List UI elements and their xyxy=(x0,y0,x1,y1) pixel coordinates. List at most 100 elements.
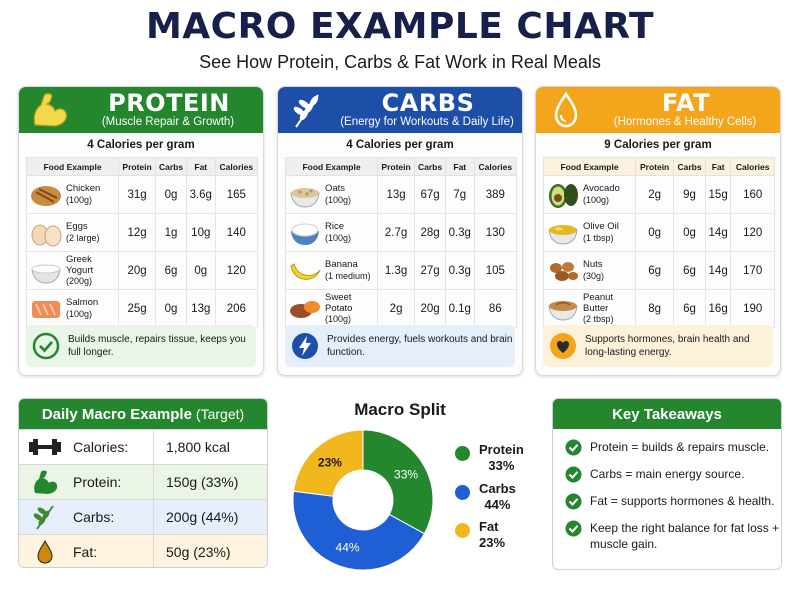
daily-row-protein: Protein: 150g (33%) xyxy=(19,464,267,499)
food-amount: (100g) xyxy=(325,232,352,243)
fat-value: 0.1g xyxy=(444,289,475,328)
protein-value: 2g xyxy=(634,175,675,214)
food-cell: Olive Oil (1 tbsp) xyxy=(543,213,636,252)
check-circle-icon xyxy=(32,332,60,360)
flexed-arm-icon xyxy=(33,93,68,127)
food-amount: (100g) xyxy=(325,314,352,325)
takeaway-text: Protein = builds & repairs muscle. xyxy=(590,440,770,454)
table-row: Oats (100g) 13g 67g 7g 389 xyxy=(285,175,518,214)
legend-value: 23% xyxy=(479,535,506,551)
food-amount: (2 tbsp) xyxy=(583,314,614,325)
food-name: Eggs xyxy=(66,221,88,233)
legend-value: 33% xyxy=(488,458,515,474)
carbs-calories-per-gram: 4 Calories per gram xyxy=(346,139,454,151)
table-row: Peanut Butter (2 tbsp) 8g 6g 16g 190 xyxy=(543,289,775,328)
food-cell: Rice (100g) xyxy=(285,213,378,252)
fat-value: 0g xyxy=(185,251,216,290)
calories-value: 105 xyxy=(473,251,518,290)
oil-drop-icon xyxy=(37,539,53,564)
carbs-value: 0g xyxy=(673,213,706,252)
fat-value: 0.3g xyxy=(444,251,475,290)
column-header-carbs: Carbs xyxy=(673,157,706,176)
food-cell: Oats (100g) xyxy=(285,175,378,214)
column-header-carbs: Carbs xyxy=(155,157,187,176)
table-header-row: Food Example Protein Carbs Fat Calories xyxy=(543,157,775,176)
oil-drop-icon xyxy=(554,91,578,128)
food-amount: (1 medium) xyxy=(325,270,371,281)
fat-value: 15g xyxy=(704,175,732,214)
legend-label: Carbs xyxy=(479,480,516,496)
fat-value: 0.3g xyxy=(444,213,475,252)
protein-note: Builds muscle, repairs tissue, keeps you… xyxy=(26,325,256,367)
protein-calories-per-gram: 4 Calories per gram xyxy=(87,139,195,151)
fat-value: 14g xyxy=(704,213,732,252)
daily-row-fat: Fat: 50g (23%) xyxy=(19,534,267,567)
carbs-value: 6g xyxy=(673,251,706,290)
calories-value: 389 xyxy=(473,175,518,214)
protein-value: 6g xyxy=(634,251,675,290)
fat-card-header: FAT (Hormones & Healthy Cells) xyxy=(536,87,780,133)
protein-card-header: PROTEIN (Muscle Repair & Growth) xyxy=(19,87,263,133)
takeaway-text: Fat = supports hormones & health. xyxy=(590,494,775,508)
legend-item-protein: Protein 33% xyxy=(455,442,545,475)
protein-value: 25g xyxy=(117,289,157,328)
nuts-icon xyxy=(550,261,578,281)
donut-slice-protein xyxy=(362,429,434,535)
carbs-food-table: Food Example Protein Carbs Fat Calories … xyxy=(285,157,518,328)
carbs-value: 67g xyxy=(414,175,446,214)
daily-row-label: Fat: xyxy=(73,544,98,560)
table-row: Banana (1 medium) 1.3g 27g 0.3g 105 xyxy=(285,251,518,290)
legend-item-fat: Fat 23% xyxy=(455,519,545,552)
calories-value: 170 xyxy=(730,251,775,290)
protein-value: 31g xyxy=(117,175,157,214)
oats-bowl-icon xyxy=(290,187,320,208)
protein-value: 0g xyxy=(634,213,675,252)
column-header-protein: Protein xyxy=(634,157,675,176)
food-amount: (100g) xyxy=(66,194,93,205)
protein-card-title: PROTEIN xyxy=(108,89,230,117)
column-header-fat: Fat xyxy=(185,157,216,176)
food-name: Salmon xyxy=(66,297,99,309)
carbs-value: 27g xyxy=(414,251,446,290)
table-row: Nuts (30g) 6g 6g 14g 170 xyxy=(543,251,775,290)
food-amount: (100g) xyxy=(325,194,352,205)
avocado-icon xyxy=(549,183,578,208)
check-circle-icon xyxy=(565,439,582,456)
carbs-value: 9g xyxy=(673,175,706,214)
takeaway-text: Carbs = main energy source. xyxy=(590,467,745,481)
fat-card-subtitle: (Hormones & Healthy Cells) xyxy=(613,116,757,128)
daily-row-value: 1,800 kcal xyxy=(153,430,267,464)
takeaway-item: Keep the right balance for fat loss + mu… xyxy=(553,520,781,552)
food-amount: (30g) xyxy=(583,270,605,281)
page-title: MACRO EXAMPLE CHART xyxy=(145,6,654,47)
daily-row-value: 150g (33%) xyxy=(153,465,267,499)
chart-legend: Protein 33% Carbs 44% Fat 23% xyxy=(455,442,545,558)
table-row: Greek Yogurt (200g) 20g 6g 0g 120 xyxy=(26,251,259,290)
carbs-value: 6g xyxy=(673,289,706,328)
fat-value: 14g xyxy=(704,251,732,290)
calories-value: 140 xyxy=(214,213,259,252)
fat-value: 7g xyxy=(444,175,475,214)
daily-macro-panel: Daily Macro Example (Target) Calories: 1… xyxy=(18,398,268,568)
carbs-note: Provides energy, fuels workouts and brai… xyxy=(285,325,515,367)
takeaway-item: Protein = builds & repairs muscle. xyxy=(553,439,781,456)
heart-icon xyxy=(550,333,576,359)
daily-row-value: 200g (44%) xyxy=(153,500,267,534)
calories-value: 120 xyxy=(730,213,775,252)
key-takeaways-panel: Key Takeaways Protein = builds & repairs… xyxy=(552,398,782,570)
table-row: Eggs (2 large) 12g 1g 10g 140 xyxy=(26,213,259,252)
column-header-calories: Calories xyxy=(214,157,259,176)
yogurt-bowl-icon xyxy=(31,264,61,284)
carbs-value: 20g xyxy=(414,289,446,328)
carbs-card: CARBS (Energy for Workouts & Daily Life)… xyxy=(277,86,523,376)
food-cell: Greek Yogurt (200g) xyxy=(26,251,119,290)
donut-slice-carbs xyxy=(292,490,426,571)
peanut-butter-icon xyxy=(548,301,578,321)
takeaway-item: Carbs = main energy source. xyxy=(553,466,781,483)
check-circle-icon xyxy=(565,520,582,537)
calories-value: 120 xyxy=(214,251,259,290)
daily-row-label: Protein: xyxy=(73,474,122,490)
key-takeaways-title: Key Takeaways xyxy=(553,399,781,429)
food-cell: Nuts (30g) xyxy=(543,251,636,290)
salmon-icon xyxy=(32,300,60,318)
